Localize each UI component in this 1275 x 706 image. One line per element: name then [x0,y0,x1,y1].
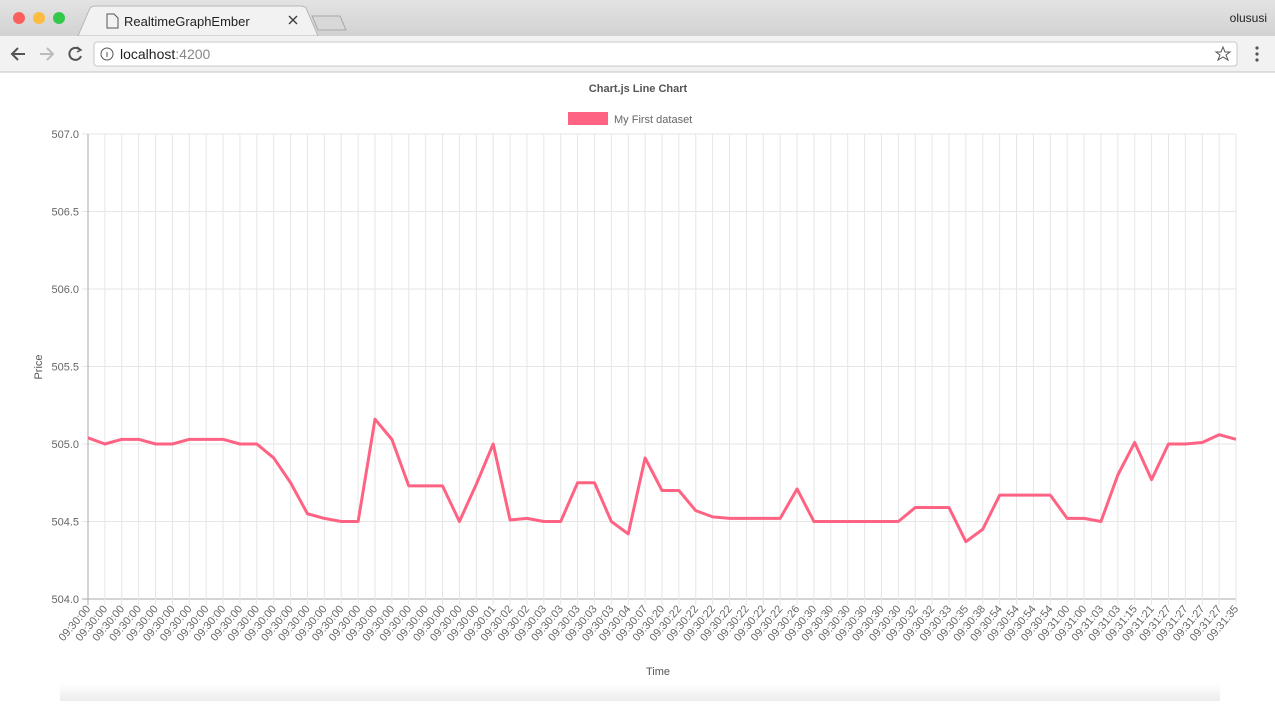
chart: Chart.js Line Chart Price Time 504.0 504.… [33,83,1241,678]
y-tick-label: 507.0 [51,129,79,141]
page-icon [106,13,119,29]
reload-arrow [76,46,83,53]
back-button[interactable] [10,47,25,61]
y-tick-label: 504.0 [51,594,79,606]
user-name: olususi [1230,11,1267,25]
data-line [87,417,1237,544]
tab-title: RealtimeGraphEmber [124,14,250,29]
bookmark-star[interactable] [1214,45,1232,62]
x-axis-title: Time [646,666,670,678]
maximize-window[interactable] [53,12,65,24]
legend-swatch [568,112,608,125]
y-tick-label: 506.0 [51,284,79,296]
legend-label: My First dataset [614,114,692,126]
info-icon[interactable] [100,47,114,61]
new-tab[interactable] [311,15,347,31]
active-tab[interactable] [77,5,319,37]
y-tick-label: 505.5 [51,362,79,374]
close-tab[interactable] [288,15,298,25]
reload-button[interactable] [68,46,82,61]
chart-title: Chart.js Line Chart [589,83,688,95]
url-port: :4200 [175,46,210,62]
card-shadow [60,684,1220,701]
minimize-window[interactable] [33,12,45,24]
menu-button[interactable] [1255,46,1259,62]
address-bar[interactable] [93,41,1238,67]
close-window[interactable] [13,12,25,24]
address-text: localhost:4200 [120,46,211,62]
y-tick-label: 504.5 [51,517,79,529]
y-tick-label: 505.0 [51,439,79,451]
forward-button[interactable] [40,47,55,61]
y-axis-title: Price [33,354,45,379]
url-host: localhost [120,46,175,62]
y-tick-label: 506.5 [51,207,79,219]
